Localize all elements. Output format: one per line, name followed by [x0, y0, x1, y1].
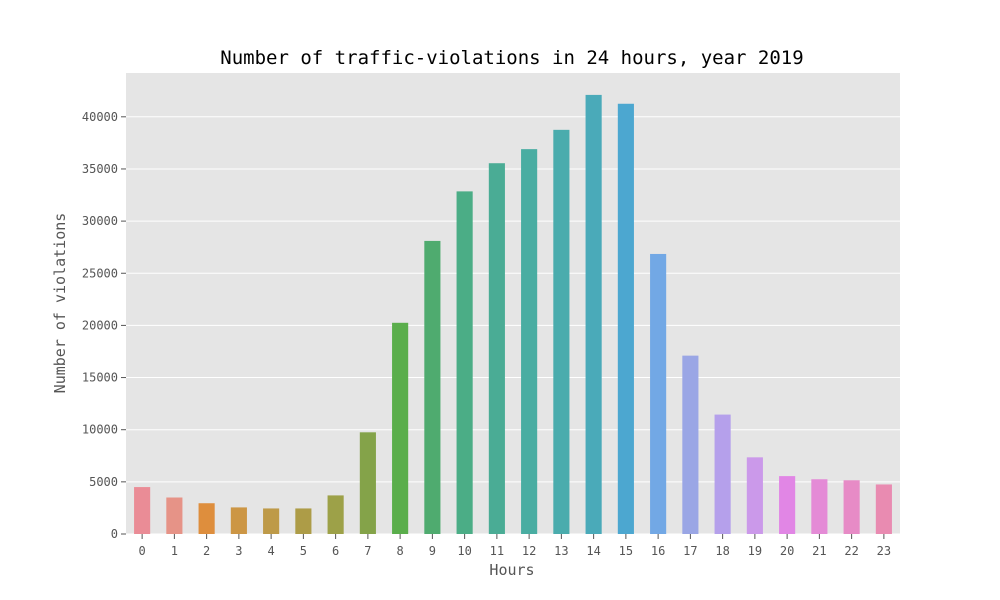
- y-tick-label: 0: [111, 527, 118, 541]
- bar-hour-2: [198, 503, 215, 534]
- y-tick-label: 35000: [82, 162, 118, 176]
- bar-hour-13: [553, 129, 570, 534]
- plot-area: [126, 73, 900, 534]
- bar-hour-23: [875, 484, 892, 534]
- bar-hour-6: [327, 495, 344, 534]
- x-tick-label: 22: [844, 544, 858, 558]
- bar-hour-17: [682, 355, 699, 534]
- bar-hour-12: [521, 149, 538, 535]
- bar-hour-18: [714, 414, 731, 534]
- x-tick-label: 9: [429, 544, 436, 558]
- y-tick-label: 15000: [82, 371, 118, 385]
- x-tick-label: 7: [364, 544, 371, 558]
- x-tick-label: 13: [554, 544, 568, 558]
- y-tick-label: 20000: [82, 318, 118, 332]
- x-tick-label: 15: [619, 544, 633, 558]
- x-tick-label: 3: [235, 544, 242, 558]
- x-tick-label: 16: [651, 544, 665, 558]
- x-tick-label: 18: [715, 544, 729, 558]
- bar-hour-9: [424, 240, 441, 534]
- y-tick-label: 30000: [82, 214, 118, 228]
- y-tick-label: 25000: [82, 266, 118, 280]
- x-tick-label: 20: [780, 544, 794, 558]
- y-axis-label: Number of violations: [51, 213, 69, 394]
- bar-hour-0: [134, 487, 151, 534]
- x-tick-label: 10: [457, 544, 471, 558]
- x-axis-ticks: 0 1 2 3 4 5 6 7 8 9 10 11 12 13 14 15 16 17 18 19 20 21 22 23: [139, 534, 891, 558]
- chart-title: Number of traffic-violations in 24 hours…: [220, 47, 803, 69]
- bar-hour-16: [650, 253, 667, 535]
- bar-hour-8: [392, 322, 409, 534]
- bar-hour-15: [617, 103, 634, 534]
- bar-hour-4: [263, 508, 280, 534]
- x-tick-label: 12: [522, 544, 536, 558]
- y-tick-label: 5000: [89, 475, 118, 489]
- x-tick-label: 11: [490, 544, 504, 558]
- grid-lines: [126, 116, 900, 535]
- bar-hour-11: [488, 163, 505, 534]
- x-tick-label: 4: [268, 544, 275, 558]
- bar-hour-20: [779, 476, 796, 534]
- x-tick-label: 1: [171, 544, 178, 558]
- x-tick-label: 17: [683, 544, 697, 558]
- x-tick-label: 2: [203, 544, 210, 558]
- bar-hour-5: [295, 508, 312, 534]
- bar-hour-10: [456, 191, 473, 534]
- x-tick-label: 14: [586, 544, 600, 558]
- x-tick-label: 0: [139, 544, 146, 558]
- bar-hour-7: [359, 432, 376, 534]
- y-tick-label: 10000: [82, 423, 118, 437]
- x-tick-label: 19: [748, 544, 762, 558]
- bar-hour-22: [843, 480, 860, 534]
- x-tick-label: 23: [877, 544, 891, 558]
- bar-hour-19: [746, 457, 763, 534]
- x-tick-label: 5: [300, 544, 307, 558]
- bar-hour-1: [166, 497, 183, 534]
- x-axis-label: Hours: [489, 561, 534, 579]
- y-axis-ticks: 0 5000 10000 15000 20000 25000 30000 35000 40000: [82, 110, 126, 541]
- y-tick-label: 40000: [82, 110, 118, 124]
- bar-hour-14: [585, 94, 602, 535]
- bar-hour-21: [811, 479, 828, 534]
- bars: [134, 94, 892, 535]
- x-tick-label: 6: [332, 544, 339, 558]
- x-tick-label: 21: [812, 544, 826, 558]
- bar-hour-3: [230, 507, 247, 534]
- x-tick-label: 8: [397, 544, 404, 558]
